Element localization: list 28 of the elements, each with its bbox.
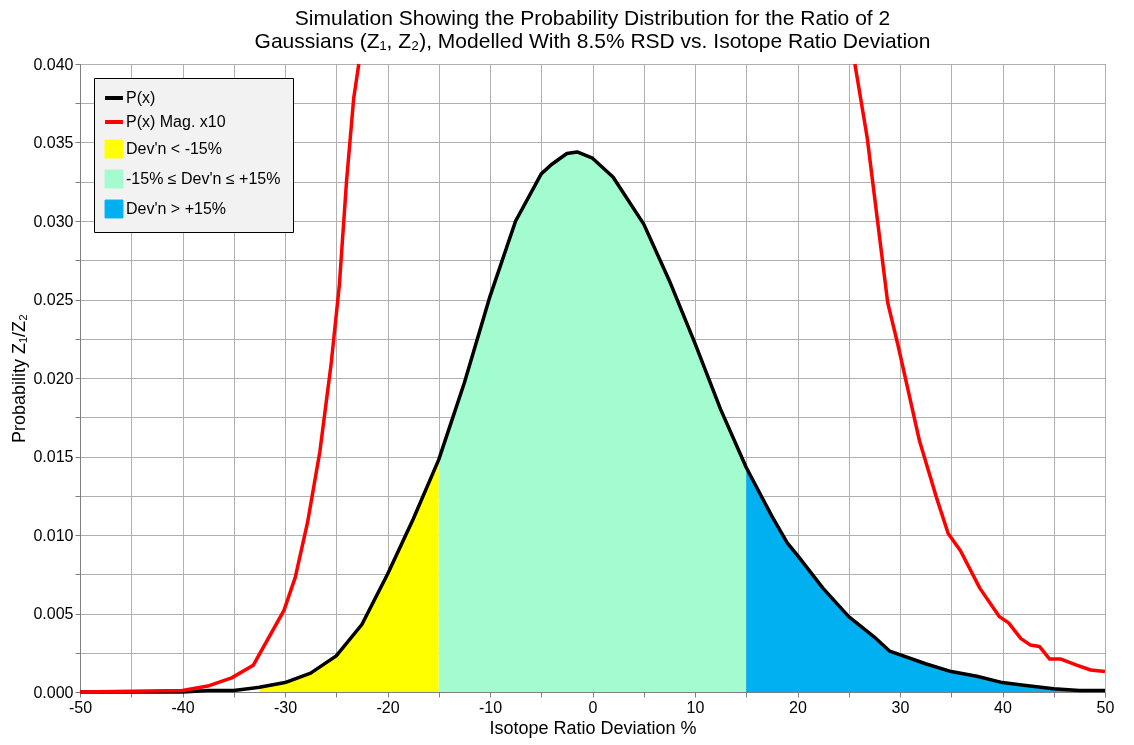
x-tick-label: 0 [588, 698, 598, 716]
chart-title: Simulation Showing the Probability Distribution for the Ratio of 2 Gaussians (Z₁, Z₂), Modelled With 8.5% RSD vs. Isotope Ratio Deviation [254, 6, 931, 52]
legend-label: Dev'n < -15% [126, 140, 222, 157]
x-tick-label: -50 [68, 698, 93, 716]
x-tick-label: 50 [1096, 698, 1115, 716]
x-tick-label: -20 [376, 698, 400, 716]
x-tick-label: -30 [273, 698, 298, 716]
y-tick-label: 0.000 [33, 683, 74, 701]
x-axis-title: Isotope Ratio Deviation % [489, 717, 697, 738]
legend-label: P(x) Mag. x10 [126, 113, 226, 130]
y-tick-label: 0.020 [33, 369, 74, 387]
y-tick-label: 0.025 [33, 291, 74, 308]
y-tick-label: 0.010 [33, 526, 74, 544]
y-tick-label: 0.030 [33, 212, 74, 230]
legend-label: Dev'n > +15% [126, 200, 227, 217]
y-axis-title: Probability Z₁/Z₂ [9, 313, 30, 444]
x-tick-label: -40 [171, 698, 195, 716]
x-tick-label: 10 [686, 698, 705, 716]
legend-label: P(x) [126, 89, 156, 106]
legend-label: -15% ≤ Dev'n ≤ +15% [126, 170, 281, 187]
y-tick-label: 0.005 [33, 605, 74, 622]
x-tick-label: -10 [478, 698, 503, 716]
y-tick-label: 0.040 [33, 55, 74, 73]
y-tick-label: 0.035 [33, 134, 74, 151]
x-tick-label: 20 [789, 698, 807, 716]
x-tick-label: 40 [994, 698, 1012, 716]
x-tick-label: 30 [891, 698, 910, 716]
y-tick-label: 0.015 [33, 448, 74, 465]
